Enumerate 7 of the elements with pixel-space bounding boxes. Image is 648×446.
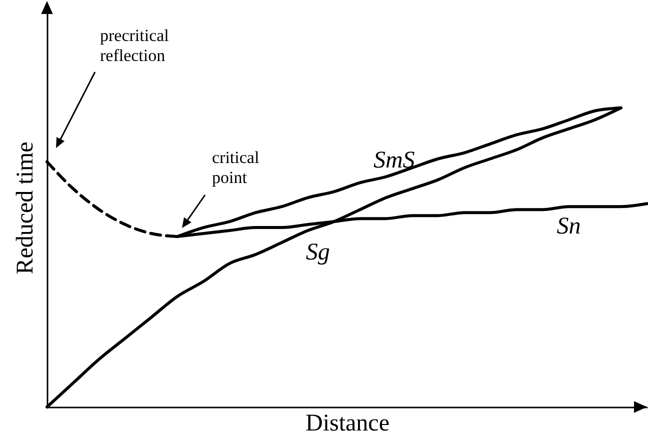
x-axis-title: Distance xyxy=(306,410,390,436)
series-label: Sn xyxy=(556,214,581,240)
y-axis-title: Reduced time xyxy=(12,142,38,274)
series-label: SmS xyxy=(373,148,415,174)
annotation: critical point xyxy=(212,148,260,187)
series-label: Sg xyxy=(306,240,330,266)
text: precritical reflection xyxy=(100,26,170,65)
